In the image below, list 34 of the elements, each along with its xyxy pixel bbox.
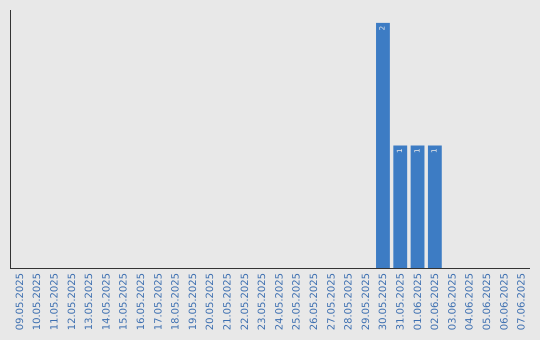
x-tick-label: 12.05.2025 [66,273,78,330]
x-tick-label: 18.05.2025 [170,273,182,330]
x-tick-label: 06.06.2025 [499,273,510,330]
x-tick-label: 02.06.2025 [430,273,442,330]
x-tick-label: 17.05.2025 [153,273,164,330]
x-tick-label: 14.05.2025 [101,273,112,330]
x-tick-label: 19.05.2025 [188,273,199,330]
x-tick-label: 26.05.2025 [309,273,320,330]
x-tick-label: 01.06.2025 [412,273,424,330]
x-tick-label: 04.06.2025 [464,273,476,330]
x-tick-label: 03.06.2025 [447,273,458,330]
x-tick-label: 09.05.2025 [14,273,26,330]
x-tick-label: 23.05.2025 [257,273,268,330]
x-tick-label: 29.05.2025 [360,273,372,330]
x-tick-label: 20.05.2025 [205,273,216,330]
x-tick-label: 07.06.2025 [516,273,528,330]
x-tick-label: 10.05.2025 [32,273,44,330]
x-tick-label: 31.05.2025 [396,273,406,330]
x-tick-label: 30.05.2025 [378,273,390,330]
x-tick-label: 28.05.2025 [344,273,355,330]
x-tick-label: 21.05.2025 [222,273,234,330]
x-tick-label: 15.05.2025 [118,273,130,330]
x-tick-label: 22.05.2025 [240,273,251,330]
x-tick-label: 16.05.2025 [136,273,147,330]
data-label: 2 [378,26,387,30]
x-tick-label: 11.05.2025 [50,273,60,330]
x-tick-label: 27.05.2025 [326,273,338,330]
x-tick-label: 25.05.2025 [292,273,303,330]
x-tick-label: 05.06.2025 [482,273,493,330]
data-label: 1 [430,148,439,153]
data-label: 1 [412,148,422,153]
x-tick-label: 13.05.2025 [84,273,96,330]
data-label: 1 [395,148,404,153]
x-tick-label: 24.05.2025 [274,273,286,330]
